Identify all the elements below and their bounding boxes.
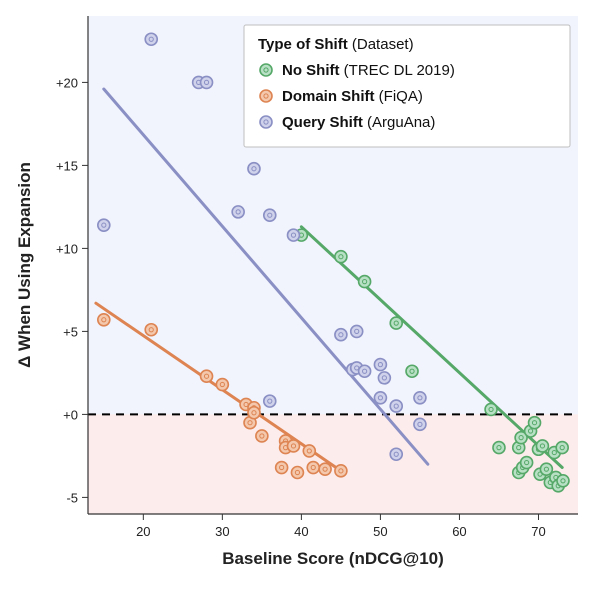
svg-text:50: 50 xyxy=(373,524,387,539)
svg-text:Domain Shift (FiQA): Domain Shift (FiQA) xyxy=(282,88,423,105)
svg-text:+5: +5 xyxy=(63,324,78,339)
svg-text:No Shift (TREC DL 2019): No Shift (TREC DL 2019) xyxy=(282,62,455,79)
svg-text:Baseline Score (nDCG@10): Baseline Score (nDCG@10) xyxy=(222,549,444,568)
svg-text:+15: +15 xyxy=(56,158,78,173)
svg-text:-5: -5 xyxy=(66,490,78,505)
svg-text:+0: +0 xyxy=(63,407,78,422)
svg-text:30: 30 xyxy=(215,524,229,539)
svg-text:70: 70 xyxy=(531,524,545,539)
chart-svg: 20 30 40 50 60 70 -5 +0 +5 +10 +15 +20 Baseline Scor… xyxy=(0,0,594,590)
svg-text:20: 20 xyxy=(136,524,150,539)
svg-text:+20: +20 xyxy=(56,75,78,90)
scatter-chart: 20 30 40 50 60 70 -5 +0 +5 +10 +15 +20 Baseline Scor… xyxy=(0,0,594,590)
svg-text:Δ When Using Expansion: Δ When Using Expansion xyxy=(15,162,34,368)
svg-text:60: 60 xyxy=(452,524,466,539)
svg-text:40: 40 xyxy=(294,524,308,539)
svg-text:Type of Shift (Dataset): Type of Shift (Dataset) xyxy=(258,36,414,53)
svg-text:Query Shift (ArguAna): Query Shift (ArguAna) xyxy=(282,114,435,131)
svg-text:+10: +10 xyxy=(56,241,78,256)
